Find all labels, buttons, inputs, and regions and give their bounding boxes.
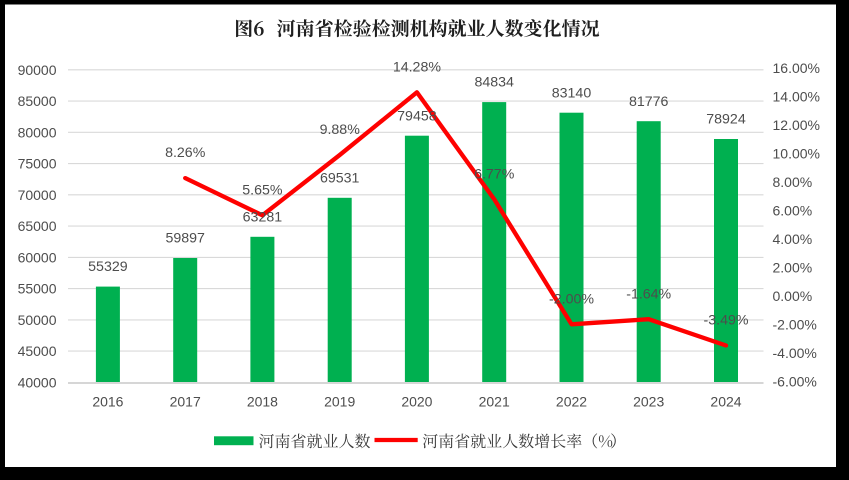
svg-text:60000: 60000 <box>18 250 57 266</box>
svg-text:-2.00%: -2.00% <box>549 291 594 307</box>
svg-text:69531: 69531 <box>320 170 360 186</box>
svg-text:2020: 2020 <box>401 394 432 410</box>
svg-text:2016: 2016 <box>92 394 123 410</box>
svg-text:2019: 2019 <box>324 394 355 410</box>
svg-text:4.00%: 4.00% <box>773 231 813 247</box>
svg-text:-4.00%: -4.00% <box>773 345 817 361</box>
svg-text:14.28%: 14.28% <box>393 59 442 75</box>
svg-text:63281: 63281 <box>243 209 283 225</box>
svg-text:85000: 85000 <box>18 93 57 109</box>
svg-text:2021: 2021 <box>479 394 510 410</box>
svg-text:16.00%: 16.00% <box>773 60 820 76</box>
svg-text:79458: 79458 <box>397 108 437 124</box>
svg-text:78924: 78924 <box>706 112 746 128</box>
svg-text:8.00%: 8.00% <box>773 174 813 190</box>
svg-text:2017: 2017 <box>170 394 201 410</box>
svg-text:9.88%: 9.88% <box>320 122 361 138</box>
svg-text:-1.64%: -1.64% <box>626 286 671 302</box>
svg-text:5.65%: 5.65% <box>242 182 283 198</box>
svg-text:-6.00%: -6.00% <box>773 374 817 390</box>
svg-text:6.77%: 6.77% <box>474 166 515 182</box>
svg-text:2022: 2022 <box>556 394 587 410</box>
svg-text:10.00%: 10.00% <box>773 146 820 162</box>
svg-text:2024: 2024 <box>710 394 741 410</box>
svg-text:50000: 50000 <box>18 312 57 328</box>
svg-text:-2.00%: -2.00% <box>773 317 817 333</box>
svg-text:55329: 55329 <box>88 259 128 275</box>
svg-text:2023: 2023 <box>633 394 664 410</box>
svg-text:0.00%: 0.00% <box>773 288 813 304</box>
svg-text:59897: 59897 <box>165 231 205 247</box>
svg-text:2.00%: 2.00% <box>773 260 813 276</box>
svg-text:2018: 2018 <box>247 394 278 410</box>
svg-text:90000: 90000 <box>18 62 57 78</box>
svg-text:-3.49%: -3.49% <box>704 313 749 329</box>
svg-text:81776: 81776 <box>629 94 669 110</box>
svg-text:45000: 45000 <box>18 343 57 359</box>
svg-text:75000: 75000 <box>18 156 57 172</box>
svg-text:14.00%: 14.00% <box>773 89 820 105</box>
svg-text:55000: 55000 <box>18 281 57 297</box>
svg-text:40000: 40000 <box>18 375 57 391</box>
svg-text:80000: 80000 <box>18 124 57 140</box>
svg-text:6.00%: 6.00% <box>773 203 813 219</box>
svg-text:70000: 70000 <box>18 187 57 203</box>
svg-text:83140: 83140 <box>552 85 592 101</box>
svg-text:12.00%: 12.00% <box>773 117 820 133</box>
svg-text:65000: 65000 <box>18 218 57 234</box>
svg-text:84834: 84834 <box>474 75 514 91</box>
svg-text:8.26%: 8.26% <box>165 145 206 161</box>
